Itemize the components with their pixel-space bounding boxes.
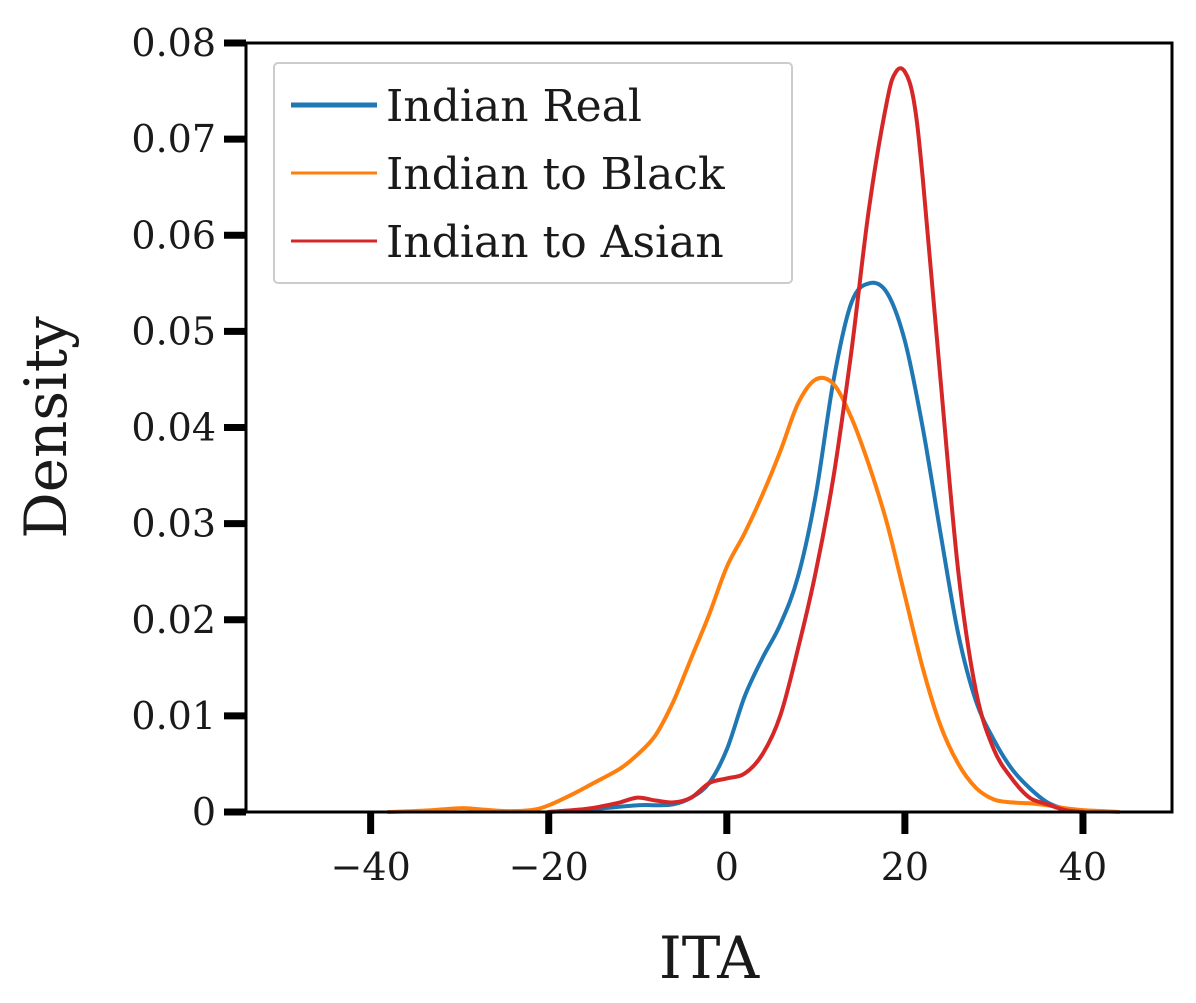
y-tick-label: 0.06	[131, 213, 216, 257]
x-tick-label: 20	[881, 845, 929, 889]
y-tick-label: 0.08	[131, 21, 216, 65]
y-tick-label: 0.01	[131, 694, 216, 738]
legend-label: Indian to Asian	[386, 217, 724, 268]
y-tick-label: 0.05	[131, 309, 216, 353]
x-tick-label: −40	[331, 845, 411, 889]
legend-box	[273, 62, 793, 284]
x-tick-label: 40	[1059, 845, 1107, 889]
series-line-indian-real	[546, 280, 1085, 814]
y-axis-label: Density	[12, 316, 80, 539]
ticks-layer: −40 −20 0 20 40 0 0.01 0.02 0.03 0.04 0.05 0.06 0.07…	[131, 21, 1107, 889]
y-tick-label: 0.07	[131, 117, 216, 161]
y-tick-label: 0.04	[131, 406, 216, 450]
x-tick-label: 0	[715, 845, 739, 889]
x-axis-label: ITA	[659, 924, 760, 992]
series-line-indian-to-asian	[546, 66, 1085, 814]
legend-label: Indian Real	[386, 81, 642, 132]
legend: Indian Real Indian to Black Indian to Asia…	[273, 62, 793, 284]
y-tick-label: 0	[192, 790, 216, 834]
series-layer	[386, 66, 1121, 814]
legend-label: Indian to Black	[386, 149, 725, 200]
x-tick-label: −20	[509, 845, 589, 889]
y-tick-label: 0.03	[131, 502, 216, 546]
series-line-indian-to-black	[386, 375, 1121, 814]
y-tick-label: 0.02	[131, 598, 216, 642]
